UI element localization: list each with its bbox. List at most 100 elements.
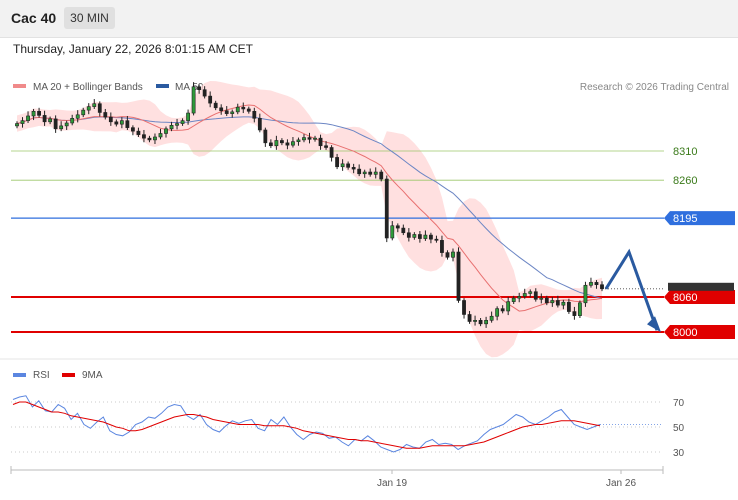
candle — [467, 314, 472, 322]
candle — [600, 284, 604, 290]
x-tick-label: Jan 26 — [606, 478, 636, 489]
level-tag-8000 — [664, 325, 735, 339]
candle — [423, 234, 428, 239]
candle — [456, 251, 461, 301]
candle — [406, 232, 411, 238]
candle — [511, 297, 516, 302]
bollinger-band-area — [17, 81, 602, 358]
candle — [368, 171, 373, 175]
rsi-panel: 30 50 70 — [11, 395, 685, 459]
candle — [362, 171, 367, 175]
candle — [92, 103, 97, 107]
candle — [539, 297, 544, 300]
candle — [318, 137, 323, 147]
x-tick-label: Jan 19 — [377, 478, 407, 489]
candle — [340, 163, 345, 168]
candle — [307, 137, 312, 140]
candle — [544, 297, 549, 304]
candle — [37, 110, 41, 116]
rsi-line — [12, 395, 601, 453]
candle — [390, 225, 395, 239]
level-label-8260: 8260 — [673, 175, 697, 187]
candle — [555, 300, 560, 306]
candle — [583, 284, 588, 304]
candle — [324, 145, 328, 148]
candle — [335, 157, 339, 168]
candle — [313, 137, 317, 140]
candle — [384, 178, 389, 239]
candle — [274, 140, 279, 147]
rsi-legend-swatch — [13, 373, 26, 377]
candle — [191, 86, 196, 114]
forecast-arrowhead — [647, 316, 661, 333]
candle — [500, 308, 505, 312]
candle — [291, 141, 295, 146]
candle — [578, 302, 582, 316]
chart-header: Cac 40 30 MIN — [0, 0, 738, 38]
candle — [440, 240, 444, 253]
ma20-legend-swatch — [13, 84, 26, 88]
candle — [246, 108, 251, 112]
bollinger-bands — [17, 81, 602, 358]
candle — [572, 311, 577, 316]
rsi-legend-label: RSI — [33, 370, 50, 381]
candle — [175, 123, 179, 126]
level-label-8310: 8310 — [673, 146, 697, 158]
level-tag-8060 — [664, 289, 735, 304]
candle — [153, 136, 157, 141]
level-tag-8195 — [664, 211, 735, 226]
candle — [64, 122, 69, 127]
candle — [263, 129, 268, 144]
candle — [589, 282, 593, 286]
candle — [594, 282, 599, 286]
timeframe-button[interactable]: 30 MIN — [64, 7, 115, 29]
candle — [158, 133, 163, 138]
candle — [42, 115, 47, 123]
candle — [395, 225, 400, 229]
candle — [434, 238, 439, 241]
rsi-ma-legend-label: 9MA — [82, 370, 103, 381]
candle — [31, 110, 36, 117]
candle — [566, 301, 571, 312]
candle — [296, 139, 301, 142]
candle — [550, 300, 555, 304]
candle — [445, 252, 450, 258]
candle — [70, 118, 75, 124]
candle — [280, 140, 284, 144]
candle — [302, 137, 306, 141]
price-levels — [11, 150, 664, 333]
candle — [351, 167, 356, 170]
candle — [103, 112, 108, 118]
candle — [48, 118, 53, 123]
candle — [417, 234, 422, 239]
candle — [230, 111, 235, 114]
candle — [197, 86, 202, 90]
candle — [59, 125, 64, 130]
candle — [451, 251, 455, 258]
candle — [522, 293, 527, 297]
candle — [186, 112, 190, 121]
rsi-ma-legend-swatch — [62, 373, 75, 377]
candle — [180, 120, 185, 124]
candle — [208, 95, 213, 104]
candle — [484, 320, 489, 325]
candle — [495, 308, 500, 317]
candle — [219, 107, 224, 112]
candle — [235, 106, 240, 113]
timestamp: Thursday, January 22, 2026 8:01:15 AM CE… — [13, 42, 253, 56]
candle — [401, 227, 406, 234]
candle — [285, 142, 290, 146]
candle — [379, 171, 384, 180]
candle — [15, 123, 19, 127]
candle — [108, 116, 113, 123]
rsi-tick-30: 30 — [673, 448, 685, 459]
candle — [517, 296, 522, 299]
candlesticks — [15, 82, 604, 328]
rsi-tick-50: 50 — [673, 423, 685, 434]
candle — [125, 120, 130, 128]
level-label-8195: 8195 — [673, 213, 697, 225]
forecast-arrow — [604, 248, 661, 333]
candle — [26, 115, 30, 121]
candle — [357, 168, 362, 175]
rsi-tick-70: 70 — [673, 398, 685, 409]
